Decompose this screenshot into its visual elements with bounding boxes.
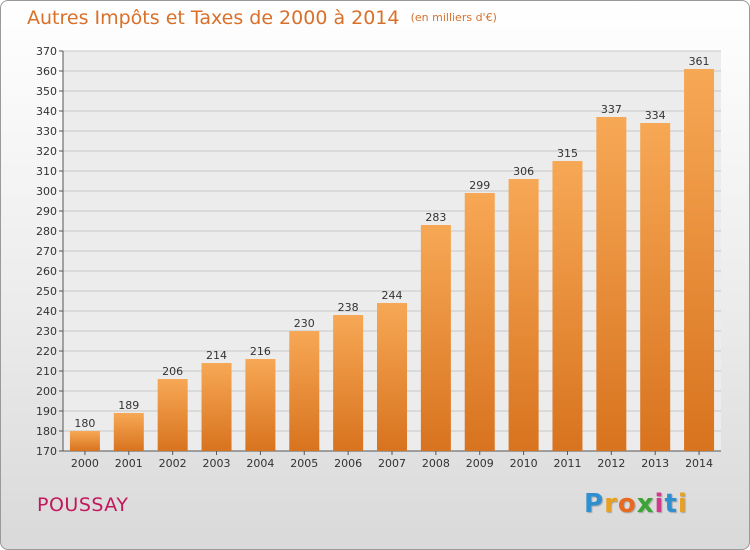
- bar-value-label: 180: [74, 417, 95, 430]
- bar: [289, 331, 320, 451]
- y-tick-label: 240: [36, 305, 57, 318]
- bar: [157, 379, 188, 451]
- bar-value-label: 216: [250, 345, 271, 358]
- x-tick-label: 2001: [115, 457, 143, 470]
- proxiti-logo: Proxiti: [584, 489, 688, 519]
- bar-value-label: 283: [425, 211, 446, 224]
- y-tick-label: 290: [36, 205, 57, 218]
- bar: [420, 225, 451, 451]
- bar: [113, 413, 144, 451]
- bar-value-label: 244: [382, 289, 403, 302]
- bar-value-label: 315: [557, 147, 578, 160]
- bar-value-label: 238: [338, 301, 359, 314]
- bar-value-label: 334: [645, 109, 666, 122]
- y-tick-label: 170: [36, 445, 57, 458]
- bar: [464, 193, 495, 451]
- bar: [596, 117, 627, 451]
- bar: [684, 69, 715, 451]
- bar-value-label: 214: [206, 349, 227, 362]
- bar: [640, 123, 671, 451]
- x-tick-label: 2008: [422, 457, 450, 470]
- x-tick-label: 2006: [334, 457, 362, 470]
- logo-letter: i: [677, 489, 688, 519]
- bar-value-label: 361: [689, 55, 710, 68]
- y-tick-label: 300: [36, 185, 57, 198]
- logo-letter: x: [636, 489, 655, 519]
- bar-value-label: 230: [294, 317, 315, 330]
- y-tick-label: 180: [36, 425, 57, 438]
- bar: [333, 315, 364, 451]
- y-tick-label: 350: [36, 85, 57, 98]
- y-tick-label: 320: [36, 145, 57, 158]
- bar: [245, 359, 276, 451]
- x-tick-label: 2011: [553, 457, 581, 470]
- bar-value-label: 206: [162, 365, 183, 378]
- title-row: Autres Impôts et Taxes de 2000 à 2014 (e…: [27, 7, 497, 29]
- x-tick-label: 2004: [246, 457, 274, 470]
- bar-value-label: 306: [513, 165, 534, 178]
- x-tick-label: 2003: [203, 457, 231, 470]
- y-tick-label: 340: [36, 105, 57, 118]
- bar-value-label: 337: [601, 103, 622, 116]
- bar: [377, 303, 407, 451]
- bar: [69, 431, 100, 451]
- y-tick-label: 210: [36, 365, 57, 378]
- x-tick-label: 2000: [71, 457, 99, 470]
- y-tick-label: 370: [36, 45, 57, 58]
- bar: [552, 161, 583, 451]
- y-tick-label: 250: [36, 285, 57, 298]
- logo-letter: o: [617, 489, 637, 519]
- bar-value-label: 189: [118, 399, 139, 412]
- x-tick-label: 2007: [378, 457, 406, 470]
- y-tick-label: 220: [36, 345, 57, 358]
- y-tick-label: 190: [36, 405, 57, 418]
- chart-unit-label: (en milliers d'€): [410, 11, 497, 24]
- bar-value-label: 299: [469, 179, 490, 192]
- x-tick-label: 2002: [159, 457, 187, 470]
- x-tick-label: 2005: [290, 457, 318, 470]
- bar: [201, 363, 232, 451]
- x-tick-label: 2010: [510, 457, 538, 470]
- y-tick-label: 310: [36, 165, 57, 178]
- y-tick-label: 280: [36, 225, 57, 238]
- place-name: POUSSAY: [37, 494, 129, 516]
- logo-letter: i: [654, 489, 665, 519]
- x-tick-label: 2009: [466, 457, 494, 470]
- x-tick-label: 2014: [685, 457, 713, 470]
- y-tick-label: 360: [36, 65, 57, 78]
- logo-letter: t: [664, 489, 678, 519]
- y-tick-label: 330: [36, 125, 57, 138]
- y-tick-label: 230: [36, 325, 57, 338]
- x-tick-label: 2013: [641, 457, 669, 470]
- bar: [508, 179, 539, 451]
- x-tick-label: 2012: [597, 457, 625, 470]
- logo-letter: r: [604, 489, 618, 519]
- chart-title: Autres Impôts et Taxes de 2000 à 2014: [27, 7, 400, 29]
- logo-letter: P: [584, 489, 605, 519]
- y-tick-label: 200: [36, 385, 57, 398]
- y-tick-label: 260: [36, 265, 57, 278]
- y-tick-label: 270: [36, 245, 57, 258]
